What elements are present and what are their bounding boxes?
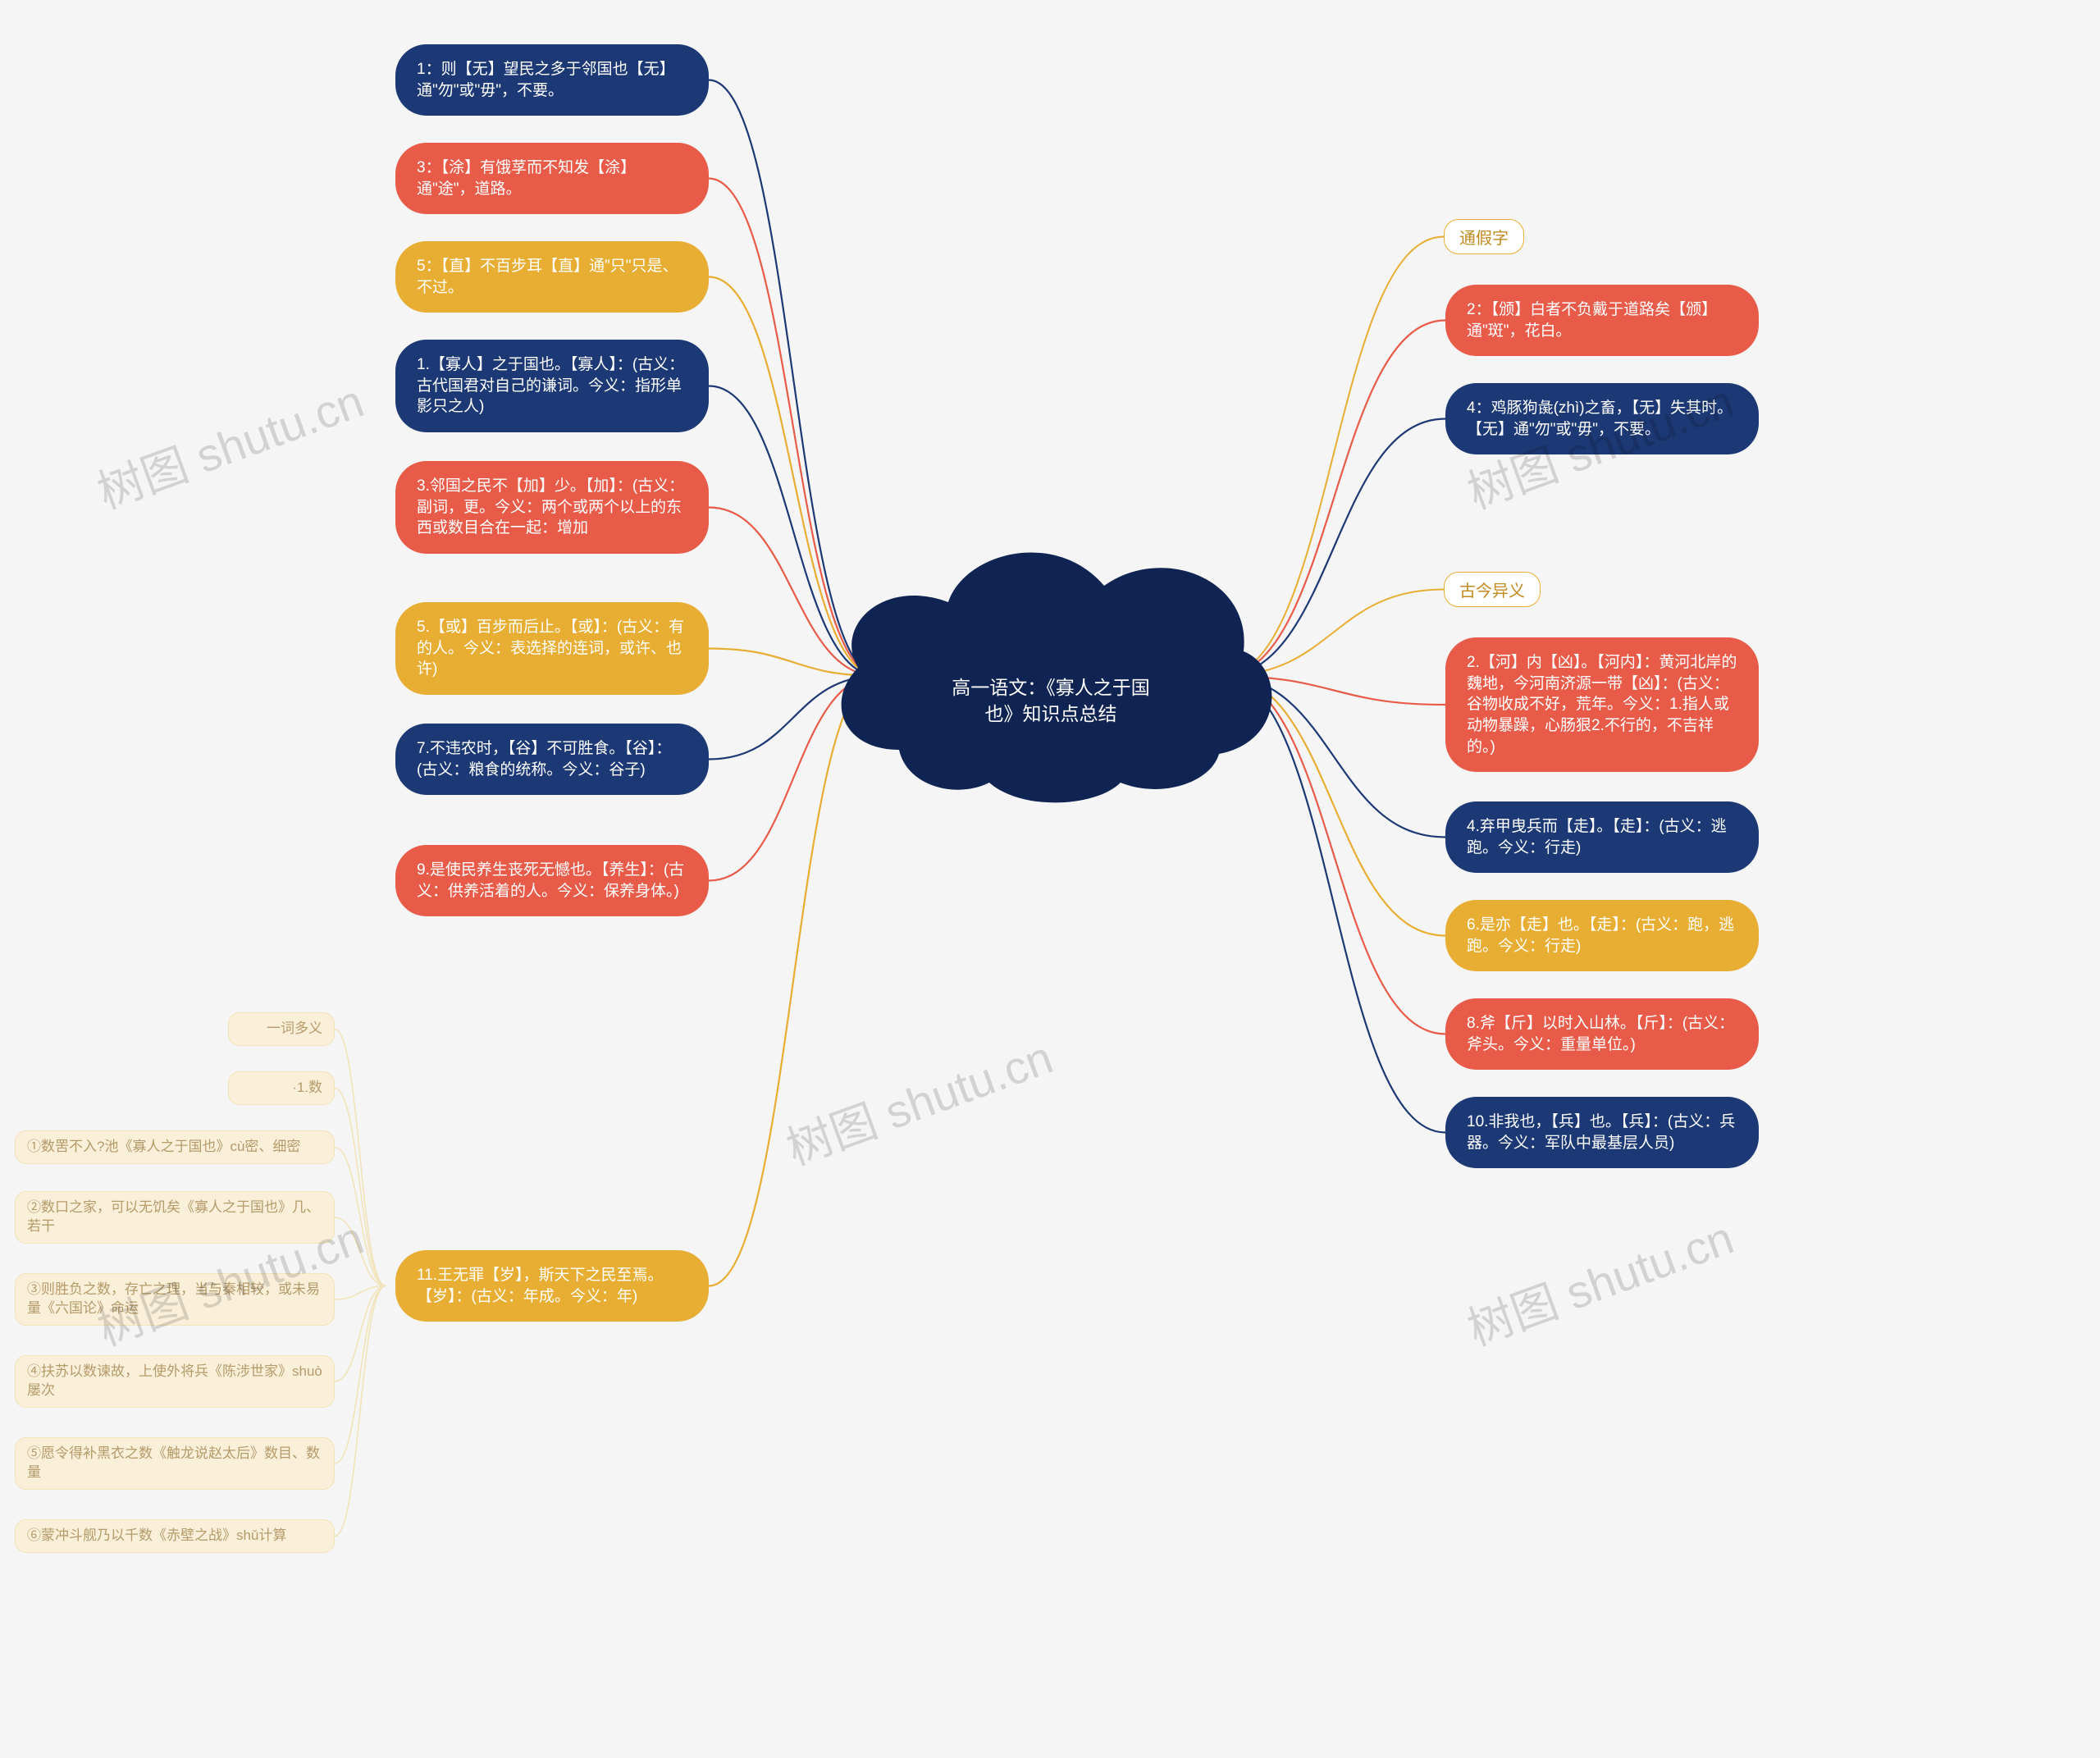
connector-layer: [0, 0, 2100, 1758]
s6: ⑥蒙冲斗舰乃以千数《赤壁之战》shǔ计算: [15, 1519, 335, 1553]
r4: 4：鸡豚狗彘(zhì)之畜，【无】失其时。【无】通"勿"或"毋"，不要。: [1445, 383, 1759, 454]
s2: ②数口之家，可以无饥矣《寡人之于国也》几、若干: [15, 1191, 335, 1244]
s-h1: 一词多义: [228, 1012, 335, 1046]
h-tongjia: 通假字: [1444, 219, 1524, 254]
center-topic: 高一语文：《寡人之于国也》知识点总结: [825, 537, 1276, 815]
center-topic-text: 高一语文：《寡人之于国也》知识点总结: [952, 674, 1150, 727]
l1: 1：则【无】望民之多于邻国也【无】通"勿"或"毋"，不要。: [395, 44, 709, 116]
lg11: 11.王无罪【岁】，斯天下之民至焉。【岁】：(古义：年成。今义：年): [395, 1250, 709, 1322]
watermark: 树图 shutu.cn: [87, 364, 372, 522]
s-h2: ·1.数: [228, 1071, 335, 1105]
s1: ①数罟不入?池《寡人之于国也》cù密、细密: [15, 1130, 335, 1164]
lg7: 7.不违农时，【谷】不可胜食。【谷】：(古义：粮食的统称。今义：谷子): [395, 724, 709, 795]
h-gujin: 古今异义: [1444, 572, 1541, 607]
rg6: 6.是亦【走】也。【走】：(古义：跑，逃跑。今义：行走): [1445, 900, 1759, 971]
lg1: 1.【寡人】之于国也。【寡人】：(古义：古代国君对自己的谦词。今义：指形单影只之…: [395, 340, 709, 432]
s3: ③则胜负之数，存亡之理，当与秦相较，或未易量《六国论》命运: [15, 1273, 335, 1326]
lg5: 5.【或】百步而后止。【或】：(古义：有的人。今义：表选择的连词，或许、也许): [395, 602, 709, 695]
l5: 5：【直】不百步耳【直】通"只"只是、不过。: [395, 241, 709, 313]
rg4: 4.弃甲曳兵而【走】。【走】：(古义：逃跑。今义：行走): [1445, 801, 1759, 873]
rg8: 8.斧【斤】以时入山林。【斤】：(古义：斧头。今义：重量单位。): [1445, 998, 1759, 1070]
l3: 3：【涂】有饿莩而不知发【涂】通"途"，道路。: [395, 143, 709, 214]
lg9: 9.是使民养生丧死无憾也。【养生】：(古义：供养活着的人。今义：保养身体。): [395, 845, 709, 916]
s4: ④扶苏以数谏故，上使外将兵《陈涉世家》shuò屡次: [15, 1355, 335, 1408]
s5: ⑤愿令得补黑衣之数《触龙说赵太后》数目、数量: [15, 1437, 335, 1490]
watermark: 树图 shutu.cn: [1457, 1201, 1742, 1358]
center-line2: 也》知识点总结: [985, 703, 1117, 724]
rg10: 10.非我也，【兵】也。【兵】：(古义：兵器。今义：军队中最基层人员): [1445, 1097, 1759, 1168]
r2: 2：【颁】白者不负戴于道路矣【颁】通"斑"，花白。: [1445, 285, 1759, 356]
lg3: 3.邻国之民不【加】少。【加】：(古义：副词，更。今义：两个或两个以上的东西或数…: [395, 461, 709, 554]
center-line1: 高一语文：《寡人之于国: [952, 677, 1150, 698]
watermark: 树图 shutu.cn: [776, 1021, 1061, 1178]
rg2: 2.【河】内【凶】。【河内】：黄河北岸的魏地，今河南济源一带【凶】：(古义：谷物…: [1445, 637, 1759, 772]
mindmap-canvas: 高一语文：《寡人之于国也》知识点总结 通假字古今异义 1：则【无】望民之多于邻国也【…: [0, 0, 2100, 1758]
